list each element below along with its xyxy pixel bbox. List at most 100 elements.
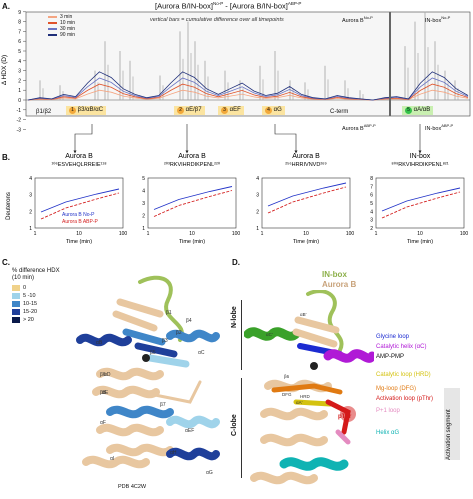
structure-label: αE [102, 390, 109, 396]
structure-label: β7 [160, 402, 166, 408]
y-tick-label: 8 [370, 176, 373, 182]
amp-pmp-ligand [142, 354, 150, 362]
n-lobe-label: N-lobe [231, 306, 238, 328]
x-axis-label: Time (min) [293, 239, 319, 245]
plot-peptide: ⁸⁰⁹RKVIHRDIKPENL⁸²¹ [391, 161, 448, 168]
series-line-2 [27, 77, 469, 101]
inbox-title: IN-box [322, 270, 347, 279]
plot-peptide: ²⁰³RKVIHRDIKPENL²²⁰ [164, 161, 221, 168]
hdx-difference-plot: -3 -2 -1 0 1 2 3 4 5 6 7 8 9 Δ HDX (D) [1, 10, 471, 133]
legend-abp-p: Aurora B ABP-P [62, 219, 99, 225]
helix-aE [92, 385, 160, 399]
hdx-bin: > 20 [12, 316, 60, 324]
annotation-2: AMP-PMP [376, 354, 405, 360]
helix-aH [106, 443, 174, 457]
element-c-term: C-term [330, 109, 349, 115]
plot-frame [34, 177, 124, 229]
structure-label: αI [110, 456, 115, 462]
annotation-6: P+1 loop [376, 408, 400, 414]
plot-title: Aurora B [292, 153, 320, 160]
panel-c-label: C. [2, 258, 10, 267]
structure-label: αD [104, 372, 111, 378]
structure-label: HRD [300, 394, 310, 399]
structure-label: β8 [100, 390, 106, 396]
b-y-axis-label: Deuterons [6, 192, 12, 220]
y-tick-label: 6 [18, 39, 21, 45]
legend-label: 90 min [60, 32, 76, 38]
y-tick-label: 5 [142, 176, 145, 182]
beta-strand-3 [122, 328, 166, 346]
legend-swatch [48, 34, 57, 36]
helix-aF [96, 423, 164, 437]
y-tick-label: 6 [370, 193, 373, 199]
hdx-bin: 10-15 [12, 300, 60, 308]
structure-label: αC' [266, 332, 273, 337]
legend-entry: 3 min [48, 14, 98, 20]
annotation-5: Activation loop (pThr) [376, 396, 434, 402]
y-tick-label: 4 [256, 176, 259, 182]
helix-aF [260, 433, 328, 447]
beta-strand-2 [112, 310, 158, 332]
structure-label: αB [96, 340, 103, 346]
activation-loop [148, 380, 202, 404]
inbox-segment [306, 290, 344, 352]
helix-aH [250, 471, 318, 485]
y-tick-label: -3 [17, 127, 22, 133]
y-tick-label: 1 [142, 226, 145, 232]
y-tick-label: 4 [370, 209, 373, 215]
helix-aG [279, 457, 349, 471]
annotation-7: Helix αG [376, 430, 400, 436]
plot-frame [147, 177, 237, 229]
legend-swatch [48, 22, 57, 24]
hdx-bin-swatch [12, 285, 20, 291]
structure-label: αH [170, 450, 177, 456]
plot-frame [261, 177, 351, 229]
y-axis: -3 -2 -1 0 1 2 3 4 5 6 7 8 9 [17, 10, 470, 133]
legend-label: 30 min [60, 26, 76, 32]
hdx-color-legend: % difference HDX (10 min) 0 5 -10 10-15 15-… [12, 268, 60, 324]
structure-label: β1 [166, 310, 172, 316]
y-tick-label: 1 [18, 88, 21, 94]
legend-subtitle: (10 min) [12, 275, 35, 281]
hdx-bin-label: 10-15 [23, 301, 38, 307]
beta-strand-5 [146, 354, 190, 368]
structure-label: β6 [100, 372, 106, 378]
annotation-3: Catalytic loop (HRD) [376, 372, 431, 378]
hdx-bin-swatch [12, 293, 20, 299]
helix-aE [260, 407, 328, 421]
hdx-bin-swatch [12, 317, 20, 323]
p1-loop [335, 429, 351, 445]
y-tick-label: 1 [256, 226, 259, 232]
structure-label: αF [100, 420, 106, 426]
annotation-1: Catalytic helix (αC) [376, 344, 427, 350]
y-tick-label: 4 [29, 176, 32, 182]
x-tick-label: 10 [417, 231, 423, 237]
activation-segment-label: Activation segment [446, 409, 452, 460]
series-line-0 [27, 89, 469, 101]
element-aE-b7: 2 αE/β7 [174, 106, 205, 115]
inbox-segment [138, 275, 184, 342]
plot-frame [375, 177, 465, 229]
y-tick-label: 3 [142, 201, 145, 207]
helix-aEF [106, 405, 174, 419]
n-lobe-bracket [241, 300, 242, 370]
element-b1b2: β1/β2 [36, 109, 52, 115]
plot-peptide: ²⁵⁶HRRIVNVD²⁶⁹ [285, 161, 327, 168]
x-tick-label: 10 [76, 231, 82, 237]
y-tick-label: 2 [18, 78, 21, 84]
legend-title: % difference HDX [12, 268, 60, 274]
beta-strand-1 [116, 298, 164, 318]
legend-entry: 30 min [48, 26, 98, 32]
structure-label: αB' [300, 312, 307, 317]
helix-aC [166, 329, 220, 343]
c-lobe-bracket [241, 378, 242, 478]
y-tick-label: 2 [256, 209, 259, 215]
series-lines [27, 71, 469, 101]
plot-peptide: ¹⁰⁶ESVEHQLRREIE¹¹⁸ [51, 161, 106, 168]
legend-no-p: Aurora B No-P [62, 212, 95, 218]
catalytic-helix [323, 349, 374, 363]
helix-aB-prime [244, 327, 301, 341]
x-axis-label: Time (min) [66, 239, 92, 245]
element-aA-aB: 5 αA/αB [402, 106, 434, 115]
